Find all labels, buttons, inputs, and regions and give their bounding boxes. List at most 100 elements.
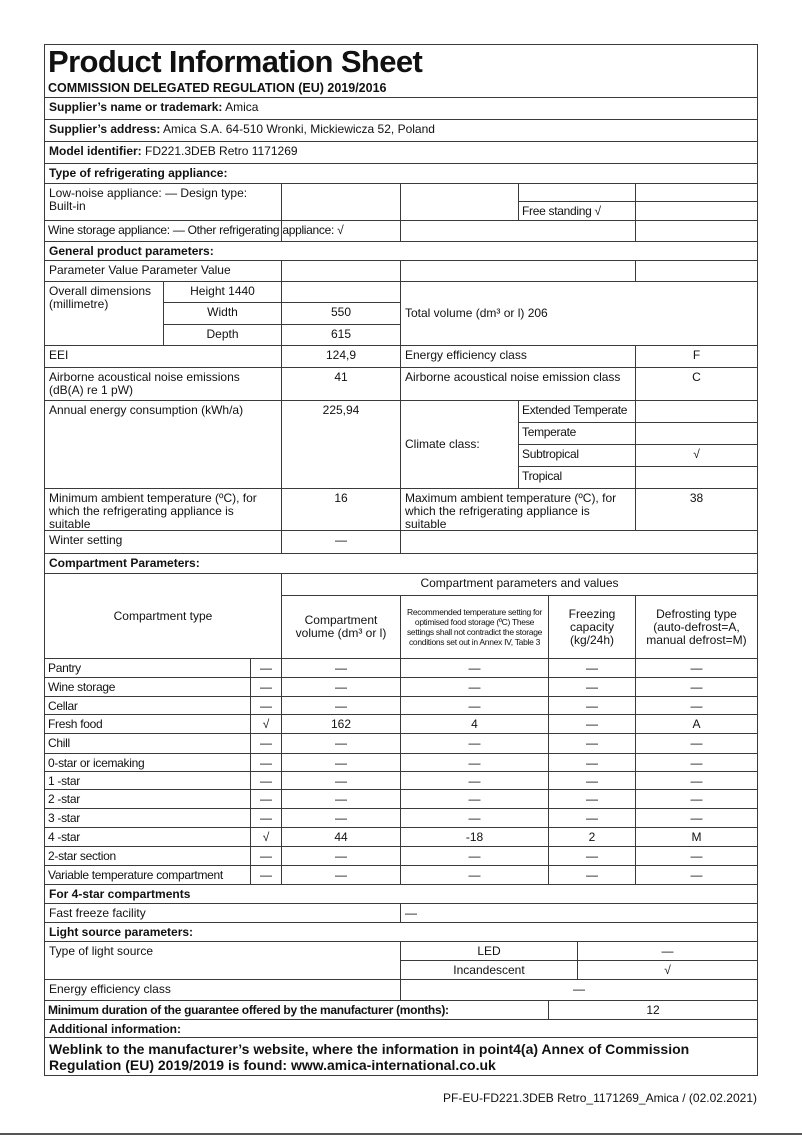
max-temp-label-text: Maximum ambient temperature (ºC), for wh… <box>405 491 617 531</box>
compartment-value-text: — <box>690 756 703 770</box>
depth-label-text: Depth <box>206 327 239 341</box>
compartment-heading-text: Compartment Parameters: <box>49 556 200 570</box>
width-value: 550 <box>281 302 401 325</box>
noise-class-label-text: Airborne acoustical noise emission class <box>405 370 621 384</box>
noise-class-value-text: C <box>692 370 701 384</box>
compartment-value-text: — <box>468 868 481 882</box>
compartment-value-text: — <box>468 792 481 806</box>
compartment-name: 1 -star <box>44 771 251 790</box>
compartment-name-text: Pantry <box>48 661 81 675</box>
compartment-value-text: — <box>468 811 481 825</box>
model-identifier-row: Model identifier: FD221.3DEB Retro 11712… <box>44 141 758 164</box>
compartment-value-text: M <box>691 830 702 844</box>
compartment-value-text: — <box>690 792 703 806</box>
compartment-name: 2-star section <box>44 846 251 866</box>
climate-option-label-text: Subtropical <box>522 447 579 461</box>
compartment-value: — <box>250 789 282 809</box>
light-energy-class-value-text: — <box>573 982 585 996</box>
climate-option-label: Temperate <box>518 422 636 445</box>
noise-label: Airborne acoustical noise emissions (dB(… <box>44 367 282 401</box>
volume-column-header-text: Compartment volume (dm³ or l) <box>295 613 387 640</box>
temperature-column-header-text: Recommended temperature setting for opti… <box>406 607 543 647</box>
compartment-type-header-text: Compartment type <box>113 608 213 623</box>
compartment-value: — <box>548 696 636 715</box>
incandescent-label-text: Incandescent <box>453 963 525 977</box>
climate-class-label-text: Climate class: <box>405 437 480 451</box>
compartment-value: — <box>548 789 636 809</box>
noise-class-label: Airborne acoustical noise emission class <box>400 367 636 401</box>
compartment-value: — <box>635 677 758 697</box>
compartment-value: — <box>548 808 636 828</box>
empty-cell <box>400 260 636 282</box>
page-divider <box>0 1133 802 1135</box>
empty-cell <box>400 220 636 242</box>
compartment-name: Fresh food <box>44 714 251 734</box>
width-value-text: 550 <box>330 305 352 319</box>
compartment-value: — <box>635 658 758 678</box>
page-title: Product Information Sheet <box>48 44 423 79</box>
energy-class-label-text: Energy efficiency class <box>405 348 527 362</box>
empty-cell <box>635 260 758 282</box>
climate-option-label-text: Tropical <box>522 469 562 483</box>
guarantee-value-text: 12 <box>646 1003 660 1017</box>
supplier-address-row: Supplier’s address: Amica S.A. 64-510 Wr… <box>44 119 758 142</box>
compartment-name: 3 -star <box>44 808 251 828</box>
climate-option-label: Tropical <box>518 466 636 489</box>
compartment-value-text: — <box>335 736 347 750</box>
appliance-type-heading-text: Type of refrigerating appliance: <box>49 166 228 180</box>
compartment-value-text: — <box>586 774 598 788</box>
led-value: — <box>577 941 758 961</box>
compartment-name-text: Chill <box>48 736 70 750</box>
dimensions-label-text: Overall dimensions (millimetre) <box>49 284 152 311</box>
compartment-value: — <box>548 771 636 790</box>
compartment-value-text: — <box>586 756 598 770</box>
min-temp-value: 16 <box>281 488 401 531</box>
temperature-column-header: Recommended temperature setting for opti… <box>400 595 549 659</box>
compartment-value: -18 <box>400 827 549 847</box>
annual-energy-value: 225,94 <box>281 400 401 489</box>
weblink-text: Weblink to the manufacturer’s website, w… <box>44 1037 758 1076</box>
compartment-name-text: 2-star section <box>48 849 116 863</box>
compartment-name-text: Variable temperature compartment <box>48 868 223 882</box>
field-value: Amica S.A. 64-510 Wronki, Mickiewicza 52… <box>160 122 435 136</box>
four-star-heading: For 4-star compartments <box>44 884 758 904</box>
compartment-value-text: — <box>468 849 481 863</box>
width-label: Width <box>163 302 282 325</box>
compartment-value-text: — <box>335 699 347 713</box>
compartment-value: M <box>635 827 758 847</box>
compartment-value-text: — <box>335 811 347 825</box>
incandescent-value-text: √ <box>664 963 671 977</box>
weblink-text-text: Weblink to the manufacturer’s website, w… <box>49 1041 690 1073</box>
eei-label: EEI <box>44 345 282 368</box>
supplier-name-row: Supplier’s name or trademark: Amica <box>44 97 758 120</box>
guarantee-label-text: Minimum duration of the guarantee offere… <box>48 1003 449 1017</box>
parameter-header: Parameter Value Parameter Value <box>44 260 282 282</box>
defrost-column-header: Defrosting type (auto-defrost=A, manual … <box>635 595 758 659</box>
compartment-value: — <box>281 753 401 772</box>
compartment-value: — <box>400 771 549 790</box>
parameter-header-text: Parameter Value Parameter Value <box>49 263 231 277</box>
empty-cell <box>400 183 519 221</box>
compartment-value-text: — <box>690 774 703 788</box>
depth-label: Depth <box>163 324 282 346</box>
compartment-value-text: — <box>335 756 347 770</box>
compartment-value: — <box>250 753 282 772</box>
compartment-value: — <box>281 771 401 790</box>
compartment-value-text: — <box>335 868 347 882</box>
compartment-name-text: Wine storage <box>48 680 116 694</box>
compartment-value-text: 2 <box>588 830 596 844</box>
document-id: PF-EU-FD221.3DEB Retro_1171269_Amica / (… <box>443 1091 757 1105</box>
annual-energy-label-text: Annual energy consumption (kWh/a) <box>49 403 244 417</box>
compartment-value: √ <box>250 827 282 847</box>
compartment-value-text: — <box>260 811 272 825</box>
wine-storage-row-text: Wine storage appliance: — Other refriger… <box>48 223 344 237</box>
compartment-value-text: — <box>260 792 272 806</box>
compartment-value: 44 <box>281 827 401 847</box>
compartment-value: — <box>548 753 636 772</box>
compartment-value: — <box>400 677 549 697</box>
compartment-value: 2 <box>548 827 636 847</box>
compartment-value: — <box>548 865 636 885</box>
compartment-value-text: — <box>586 661 598 675</box>
compartment-value: — <box>548 714 636 734</box>
compartment-value-text: — <box>260 756 272 770</box>
